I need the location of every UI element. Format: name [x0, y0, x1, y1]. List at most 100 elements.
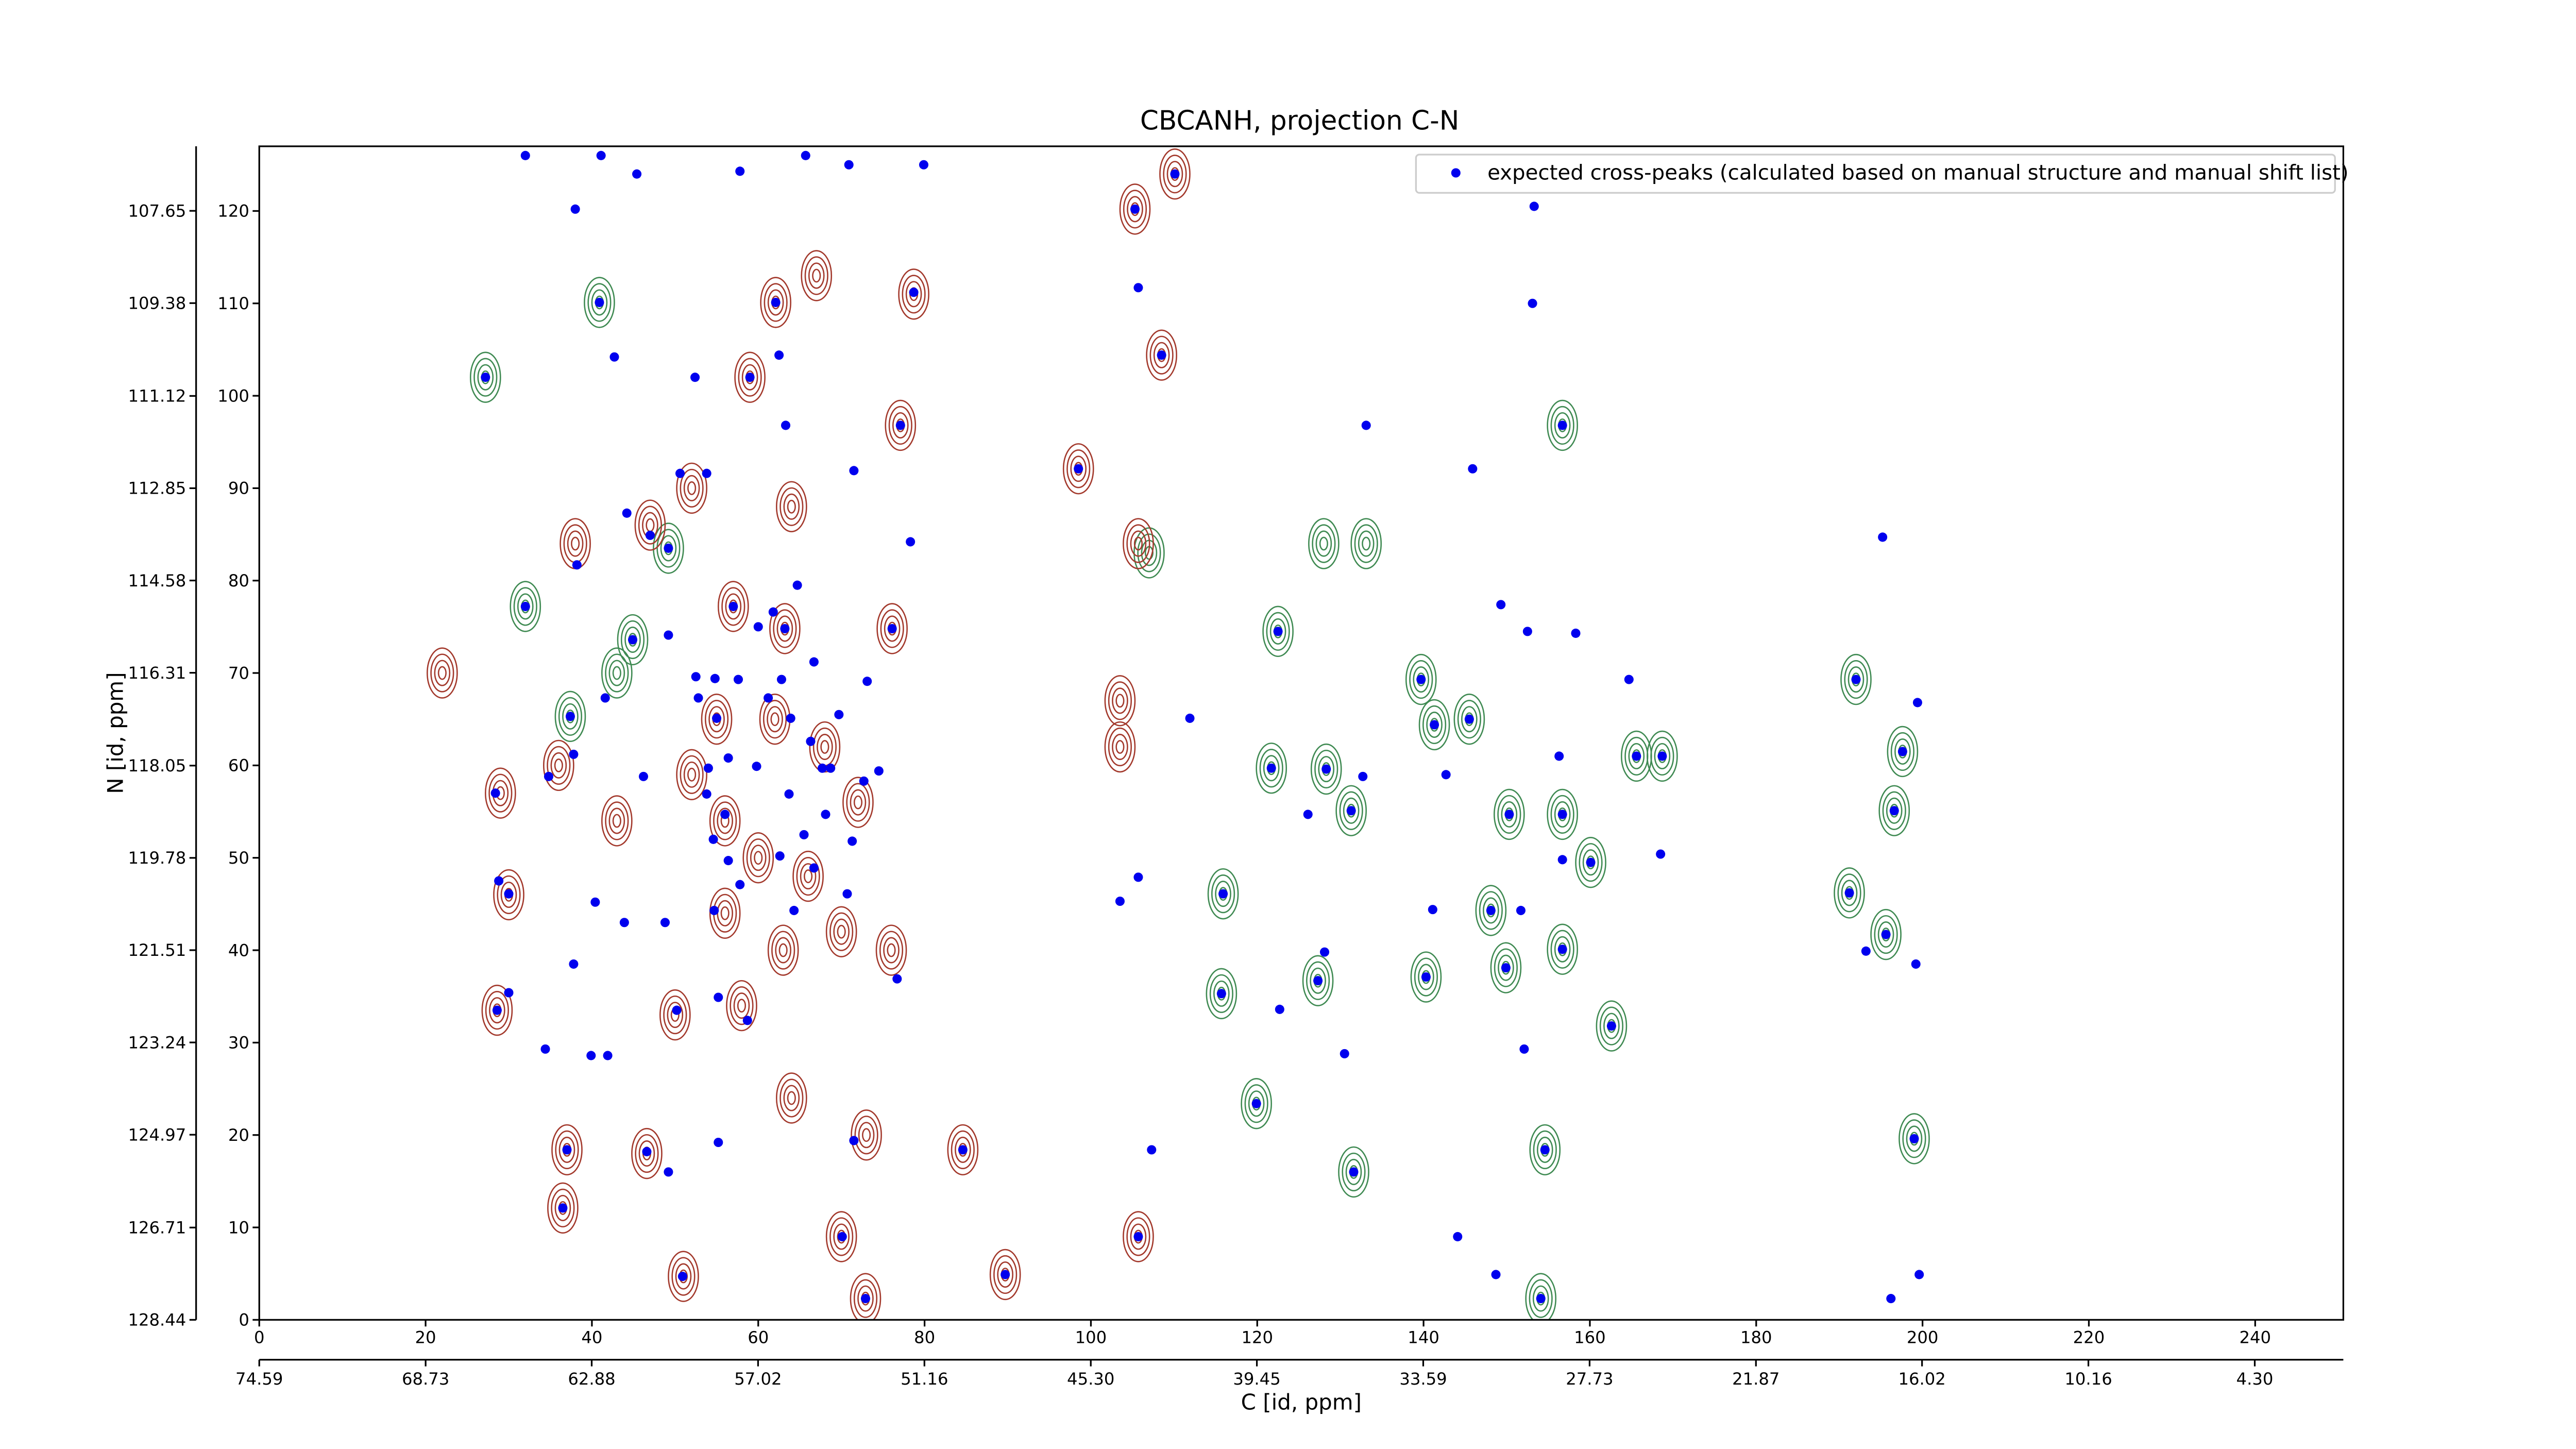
contour: [1529, 1279, 1553, 1318]
contour: [1874, 915, 1898, 954]
contour: [853, 1279, 878, 1318]
cross-peak: [735, 166, 745, 176]
contour: [1310, 743, 1342, 795]
y-tick-label: 40: [228, 940, 249, 960]
contour: [1461, 706, 1478, 733]
cross-peak: [848, 836, 857, 846]
contour: [993, 1255, 1018, 1294]
contour: [659, 989, 691, 1041]
contour: [1882, 791, 1906, 830]
contour: [787, 499, 796, 514]
contour: [1066, 449, 1091, 488]
y2-tick-label: 119.78: [128, 848, 186, 868]
contour: [742, 832, 774, 884]
contour: [1886, 797, 1903, 824]
y-tick-label: 10: [228, 1218, 249, 1237]
cross-peak: [638, 771, 649, 781]
contour: [1209, 974, 1233, 1013]
contour: [1115, 694, 1125, 708]
contour: [612, 814, 621, 828]
cross-peak: [569, 749, 579, 759]
contour: [477, 364, 494, 391]
contour: [776, 615, 793, 642]
x-tick-label: 240: [2240, 1327, 2272, 1347]
cross-peak: [1554, 751, 1564, 761]
x-tick-label: 220: [2073, 1327, 2105, 1347]
cross-peak: [504, 988, 514, 998]
cross-peak: [710, 673, 720, 683]
contour: [1844, 660, 1868, 699]
cross-peak: [622, 508, 632, 518]
contour-layer: [427, 148, 1930, 1320]
contour: [876, 603, 908, 654]
cross-peak: [708, 834, 718, 844]
x2-tick-label: 62.88: [568, 1369, 615, 1389]
cross-peak: [862, 677, 872, 686]
x-axis-label: C [id, ppm]: [1241, 1390, 1362, 1415]
contour: [1133, 527, 1165, 579]
contour: [769, 603, 801, 654]
cross-peak: [1889, 806, 1899, 816]
contour: [675, 1263, 692, 1290]
cross-peak: [628, 635, 638, 645]
contour: [1259, 749, 1283, 788]
x-tick-label: 20: [415, 1327, 436, 1347]
cross-peak: [1844, 888, 1854, 898]
contour: [1115, 740, 1125, 754]
contour: [771, 931, 795, 970]
contour: [1547, 923, 1578, 975]
cross-peak: [596, 150, 606, 160]
contour: [1215, 881, 1231, 907]
contour: [554, 1194, 571, 1221]
cross-peak: [590, 897, 600, 907]
contour: [624, 627, 641, 653]
contour: [884, 615, 901, 642]
cross-peak: [1522, 627, 1532, 636]
contour: [1335, 785, 1367, 836]
y2-tick-label: 116.31: [128, 663, 186, 683]
contour: [1554, 801, 1571, 828]
cross-peak: [544, 771, 553, 781]
contour: [1345, 1158, 1362, 1185]
contour: [853, 795, 862, 810]
contour: [1166, 161, 1183, 188]
contour: [680, 468, 704, 508]
contour: [796, 856, 820, 896]
cross-peak: [1557, 855, 1567, 865]
contour: [1887, 726, 1919, 778]
x-tick-label: 180: [1740, 1327, 1772, 1347]
legend: expected cross-peaks (calculated based o…: [1415, 154, 2349, 194]
contour: [801, 250, 833, 301]
y-tick-label: 20: [228, 1125, 249, 1145]
contour: [493, 869, 524, 921]
contour: [1599, 1006, 1623, 1046]
contour: [571, 536, 580, 551]
y2-tick-label: 109.38: [128, 294, 186, 313]
cross-peak: [1536, 1294, 1546, 1304]
contour: [1354, 524, 1378, 563]
contour: [601, 647, 633, 699]
contour: [1318, 756, 1335, 783]
cross-peak: [1266, 763, 1276, 773]
cross-peak: [558, 1203, 568, 1213]
cross-peak: [481, 373, 490, 382]
contour: [1312, 524, 1336, 563]
contour: [1906, 1125, 1923, 1152]
contour: [1314, 749, 1338, 789]
cross-peak: [826, 763, 836, 773]
contour: [1263, 755, 1280, 782]
cross-peak: [1878, 532, 1888, 542]
contour: [750, 845, 767, 871]
contour: [783, 493, 800, 520]
contour: [850, 1273, 882, 1320]
y-tick-label: 80: [228, 571, 249, 591]
contour: [829, 1217, 854, 1256]
contour: [683, 475, 700, 501]
contour: [558, 697, 582, 736]
contour: [1422, 705, 1447, 745]
cross-peak: [1147, 1145, 1157, 1155]
contour: [1362, 536, 1371, 551]
contour: [430, 653, 454, 693]
cross-peak: [792, 580, 802, 590]
